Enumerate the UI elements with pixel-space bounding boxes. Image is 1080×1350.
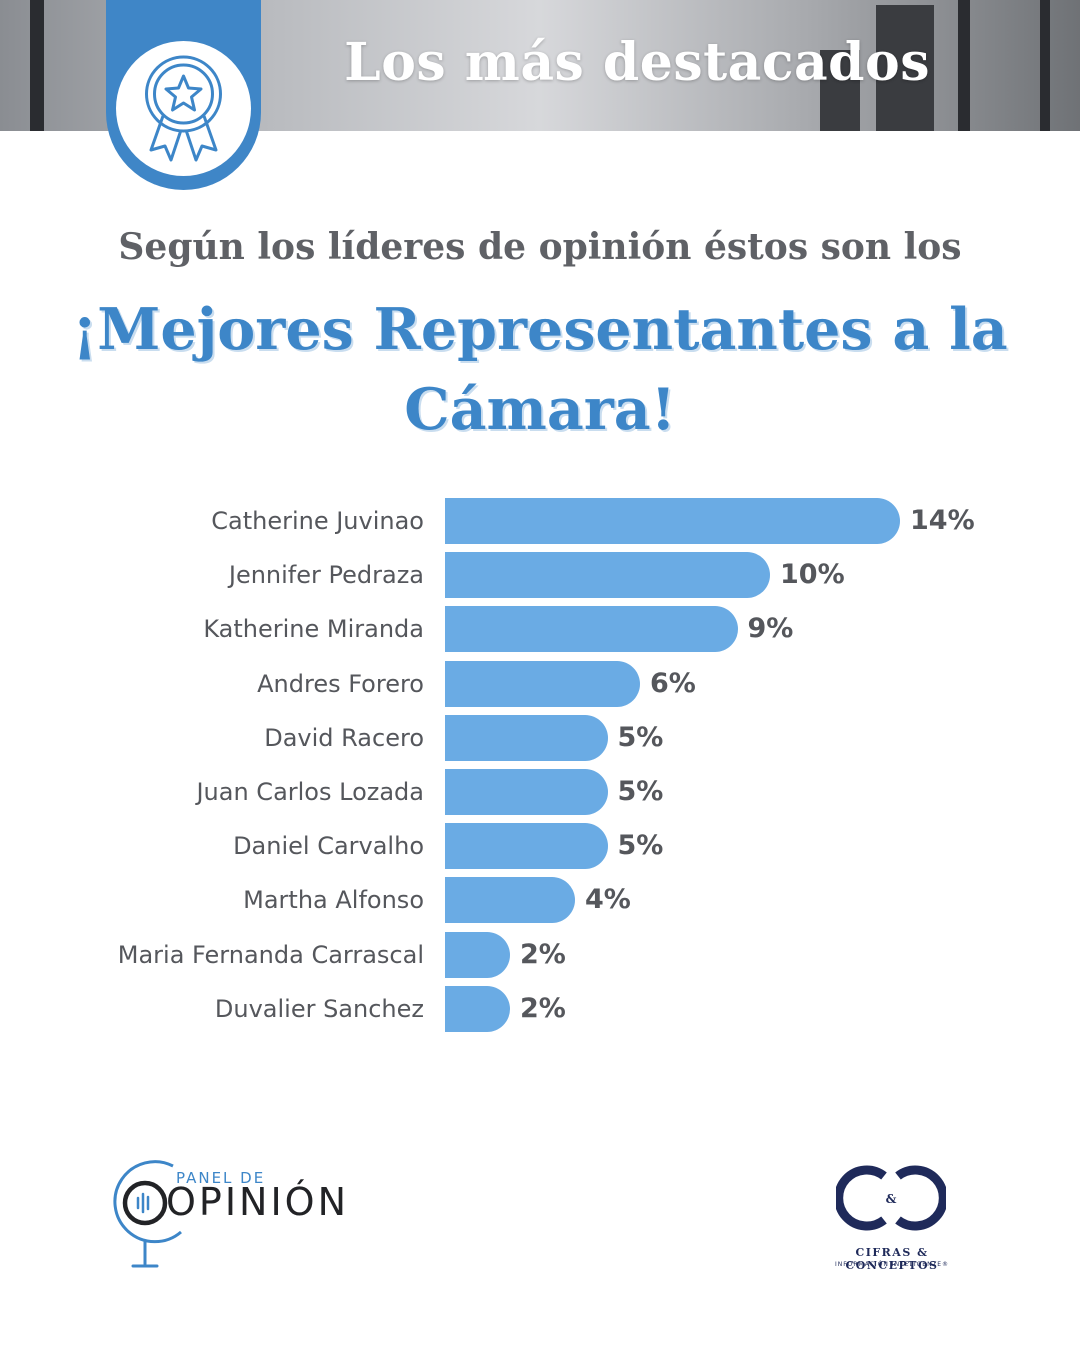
bar xyxy=(445,931,510,978)
bar-label: Juan Carlos Lozada xyxy=(196,778,424,806)
logo-left-small-text: PANEL DE xyxy=(176,1169,266,1187)
bar-label: David Racero xyxy=(264,723,424,752)
header-title: Los más destacados xyxy=(344,32,930,93)
bar xyxy=(445,769,608,815)
bar-value-label: 5% xyxy=(617,721,664,753)
bar xyxy=(445,714,608,761)
bar-value-label: 4% xyxy=(585,884,631,916)
page-title: ¡Mejores Representantes a la Cámara! xyxy=(72,296,1008,443)
logo-left-big-text: OPINIÓN xyxy=(166,1180,350,1224)
bar-value-label: 6% xyxy=(650,667,696,699)
bar-label: Catherine Juvinao xyxy=(211,507,424,535)
award-ribbon-icon xyxy=(145,55,222,162)
bar-label: Martha Alfonso xyxy=(243,886,424,915)
bar xyxy=(445,823,608,870)
bar-label: Katherine Miranda xyxy=(203,615,424,644)
cifras-conceptos-logo-icon: & xyxy=(836,1165,946,1231)
logo-right-tagline: INFORMACIÓN INTELIGENTE® xyxy=(834,1261,950,1268)
bar-value-label: 9% xyxy=(747,613,794,645)
bar xyxy=(445,985,510,1032)
page-subtitle: Según los líderes de opinión éstos son l… xyxy=(118,226,962,268)
logo-right-name: CIFRAS & CONCEPTOS xyxy=(845,1246,939,1272)
bar-value-label: 5% xyxy=(617,776,664,807)
background-frame xyxy=(876,5,934,131)
bar-value-label: 14% xyxy=(910,505,975,536)
logo-right-mark-text: & xyxy=(886,1192,897,1206)
bar-value-label: 2% xyxy=(520,992,566,1024)
bar xyxy=(445,552,770,599)
background-frame xyxy=(820,50,860,131)
bar-label: Jennifer Pedraza xyxy=(228,561,424,590)
bar xyxy=(445,660,640,707)
bar xyxy=(445,877,575,924)
bar xyxy=(445,498,900,544)
bar-label: Andres Forero xyxy=(257,669,424,698)
background-frame xyxy=(1040,0,1050,131)
panel-de-opinion-logo-icon xyxy=(113,1160,182,1268)
bar-value-label: 5% xyxy=(617,830,664,862)
background-frame xyxy=(30,0,44,131)
bar-label: Daniel Carvalho xyxy=(233,832,424,861)
bar-label: Duvalier Sanchez xyxy=(214,994,424,1023)
bar-value-label: 2% xyxy=(520,938,566,970)
bar-value-label: 10% xyxy=(780,559,845,591)
bar-label: Maria Fernanda Carrascal xyxy=(117,940,424,969)
bar xyxy=(445,606,738,653)
background-frame xyxy=(958,0,970,131)
